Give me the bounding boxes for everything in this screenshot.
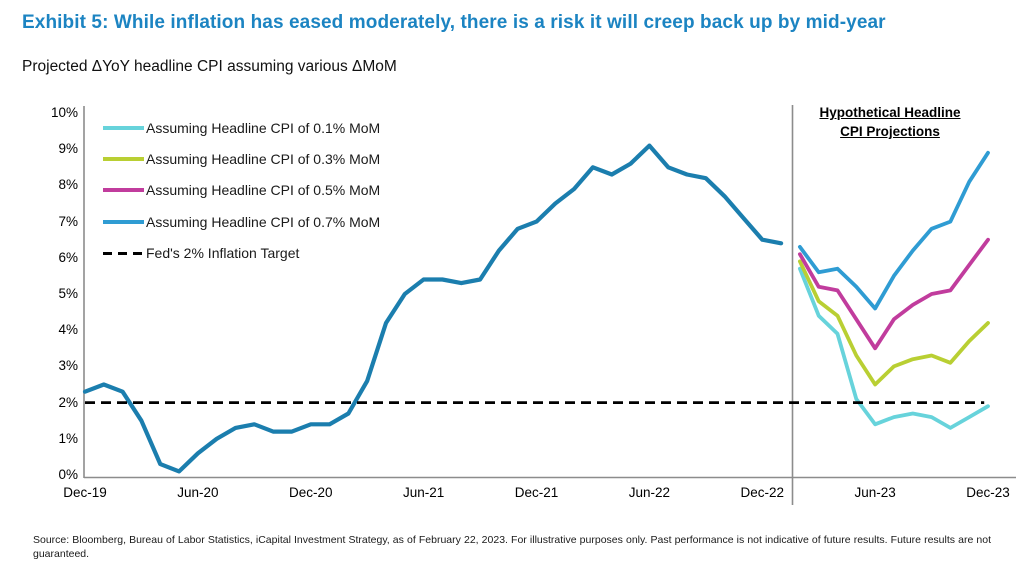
projections-annotation: Hypothetical Headline CPI Projections bbox=[795, 103, 985, 141]
chart-series-group bbox=[82, 143, 990, 474]
x-tick-jun-20: Jun-20 bbox=[177, 485, 219, 500]
y-tick-0: 0% bbox=[58, 467, 78, 482]
x-tick-jun-23: Jun-23 bbox=[854, 485, 896, 500]
series-assuming-headline-cpi-of-0-1-mom bbox=[798, 266, 990, 430]
legend-label: Assuming Headline CPI of 0.1% MoM bbox=[146, 119, 381, 136]
y-tick-3: 3% bbox=[58, 358, 78, 374]
source-line-2: guaranteed. bbox=[33, 548, 90, 560]
source-line-1: Source: Bloomberg, Bureau of Labor Stati… bbox=[33, 534, 991, 546]
legend-label: Assuming Headline CPI of 0.7% MoM bbox=[146, 213, 381, 230]
legend-item-assuming-headline-cpi-of-0-5-mom: Assuming Headline CPI of 0.5% MoM bbox=[103, 175, 380, 206]
legend-label: Assuming Headline CPI of 0.5% MoM bbox=[146, 182, 381, 199]
x-tick-jun-21: Jun-21 bbox=[402, 485, 445, 500]
y-tick-8: 8% bbox=[58, 177, 78, 193]
legend-item-assuming-headline-cpi-of-0-7-mom: Assuming Headline CPI of 0.7% MoM bbox=[103, 206, 380, 237]
x-tick-dec-20: Dec-20 bbox=[288, 485, 333, 500]
legend-item-assuming-headline-cpi-of-0-1-mom: Assuming Headline CPI of 0.1% MoM bbox=[103, 112, 380, 143]
legend-label: Fed's 2% Inflation Target bbox=[146, 245, 300, 262]
series-assuming-headline-cpi-of-0-5-mom bbox=[798, 237, 990, 351]
series-assuming-headline-cpi-of-0-7-mom bbox=[798, 150, 990, 311]
y-tick-10: 10% bbox=[50, 105, 78, 120]
legend-item-assuming-headline-cpi-of-0-3-mom: Assuming Headline CPI of 0.3% MoM bbox=[103, 143, 380, 174]
annotation-line-2: CPI Projections bbox=[840, 124, 940, 139]
y-tick-2: 2% bbox=[58, 394, 78, 410]
x-tick-jun-22: Jun-22 bbox=[628, 485, 671, 500]
legend-item-fed-s-2-inflation-target: Fed's 2% Inflation Target bbox=[103, 238, 380, 269]
y-tick-4: 4% bbox=[58, 322, 78, 338]
x-tick-dec-21: Dec-21 bbox=[514, 485, 559, 500]
exhibit-title: Exhibit 5: While inflation has eased mod… bbox=[22, 12, 886, 33]
legend-line-swatch bbox=[103, 125, 144, 130]
y-tick-7: 7% bbox=[58, 213, 78, 229]
y-tick-9: 9% bbox=[58, 141, 78, 157]
x-tick-dec-19: Dec-19 bbox=[63, 485, 107, 500]
legend-label: Assuming Headline CPI of 0.3% MoM bbox=[146, 151, 381, 168]
y-tick-1: 1% bbox=[58, 430, 78, 446]
legend-line-swatch bbox=[103, 157, 144, 162]
legend-line-swatch bbox=[103, 219, 144, 224]
chart-legend: Assuming Headline CPI of 0.1% MoM Assumin… bbox=[103, 112, 380, 269]
annotation-line-1: Hypothetical Headline bbox=[819, 105, 961, 120]
series-headline-cpi-yoy-actual-dec-19-to-jan-23 bbox=[82, 143, 784, 474]
y-tick-5: 5% bbox=[58, 286, 78, 301]
legend-line-swatch bbox=[103, 188, 144, 193]
y-tick-6: 6% bbox=[58, 249, 78, 265]
legend-dashed-line-swatch bbox=[103, 251, 144, 255]
x-tick-dec-22: Dec-22 bbox=[740, 485, 785, 500]
series-assuming-headline-cpi-of-0-3-mom bbox=[798, 259, 990, 387]
x-tick-dec-23: Dec-23 bbox=[966, 485, 1010, 500]
source-disclaimer: Source: Bloomberg, Bureau of Labor Stati… bbox=[33, 533, 991, 561]
chart-subtitle: Projected ΔYoY headline CPI assuming var… bbox=[22, 58, 397, 75]
